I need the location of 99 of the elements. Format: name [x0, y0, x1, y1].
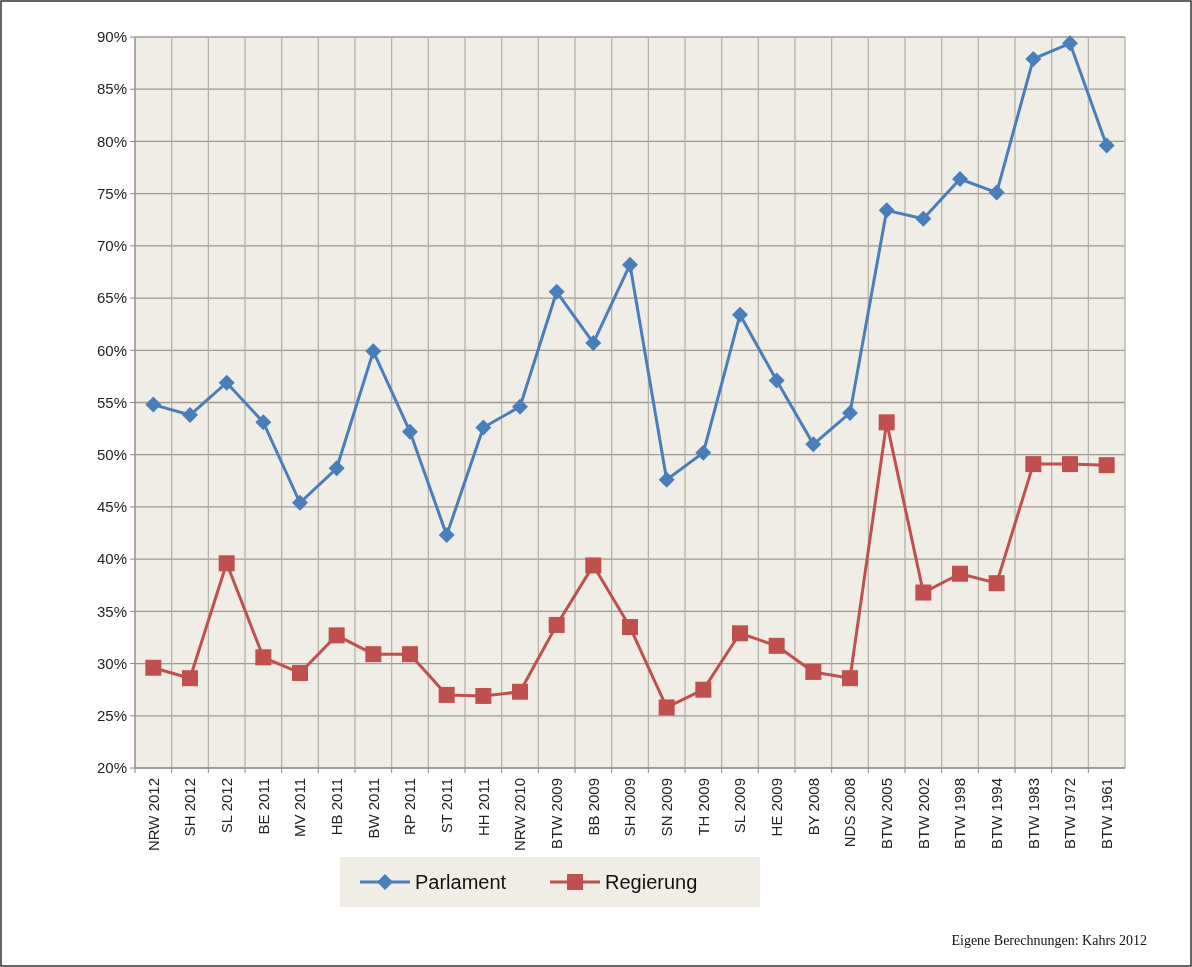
x-tick-label: BE 2011	[254, 778, 272, 835]
x-tick-label: BTW 1972	[1061, 778, 1079, 849]
point	[1025, 50, 1042, 67]
x-tick-label: BTW 1961	[1097, 778, 1115, 849]
point	[695, 444, 712, 461]
point	[1098, 457, 1115, 474]
point	[732, 625, 748, 642]
point	[292, 664, 308, 681]
x-tick-label: BTW 2002	[914, 778, 932, 849]
point	[1098, 137, 1115, 154]
point	[842, 670, 858, 687]
legend-label: Parlament	[415, 871, 507, 893]
point	[768, 637, 785, 654]
point	[878, 202, 895, 219]
point	[145, 396, 162, 413]
point	[805, 663, 822, 680]
point	[658, 471, 675, 488]
point	[695, 681, 712, 698]
point	[512, 683, 528, 700]
x-tick-label: ST 2011	[437, 778, 455, 834]
point	[1062, 35, 1078, 52]
x-tick-label: TH 2009	[694, 778, 712, 836]
x-tick-label: HE 2009	[767, 778, 785, 837]
point	[732, 306, 748, 323]
point	[658, 699, 675, 716]
point	[585, 334, 602, 351]
point	[402, 646, 418, 663]
y-tick-label: 65%	[96, 289, 127, 307]
point	[988, 575, 1005, 592]
x-tick-label: NRW 2010	[511, 778, 529, 852]
x-tick-label: HH 2011	[474, 778, 492, 837]
point	[218, 374, 235, 391]
y-tick-label: 75%	[96, 184, 127, 202]
x-tick-label: HB 2011	[327, 778, 345, 836]
x-tick-label: BTW 2009	[547, 778, 565, 849]
point	[622, 256, 638, 273]
x-tick-label: NRW 2012	[144, 778, 162, 852]
x-tick-label: SL 2012	[217, 778, 235, 834]
point	[438, 686, 455, 703]
y-tick-label: 70%	[96, 237, 127, 255]
y-tick-label: 20%	[96, 759, 127, 777]
x-tick-label: BY 2008	[804, 778, 822, 836]
y-tick-label: 90%	[96, 28, 127, 46]
point	[402, 423, 418, 440]
x-tick-label: SH 2012	[181, 778, 199, 837]
x-tick-label: MV 2011	[291, 778, 309, 837]
y-tick-label: 80%	[96, 132, 127, 150]
point	[952, 171, 968, 188]
point	[988, 184, 1005, 201]
point	[915, 210, 932, 227]
point	[328, 460, 345, 477]
legend-label: Regierung	[605, 871, 698, 893]
point	[365, 646, 382, 663]
point	[585, 557, 602, 574]
point	[915, 584, 932, 601]
text: Eigene Berechnungen: Kahrs 2012	[951, 933, 1147, 948]
point	[1025, 456, 1042, 473]
point	[218, 555, 235, 572]
point	[842, 404, 858, 421]
x-tick-label: NDS 2008	[841, 778, 859, 848]
y-tick-label: 35%	[96, 602, 127, 620]
point	[255, 649, 272, 666]
point	[475, 687, 492, 704]
point	[622, 619, 638, 636]
x-tick-label: SL 2009	[731, 778, 749, 834]
x-tick-label: RP 2011	[401, 778, 419, 835]
y-tick-label: 50%	[96, 445, 127, 463]
y-tick-label: 30%	[96, 654, 127, 672]
y-tick-label: 60%	[96, 341, 127, 359]
point	[512, 398, 528, 415]
x-tick-label: BB 2009	[584, 778, 602, 836]
x-tick-label: BW 2011	[364, 778, 382, 839]
y-tick-label: 45%	[96, 498, 127, 516]
point	[438, 527, 455, 544]
point	[475, 419, 492, 436]
x-tick-label: BTW 1994	[987, 778, 1005, 849]
x-tick-label: BTW 1983	[1024, 778, 1042, 849]
y-tick-label: 25%	[96, 707, 127, 725]
y-tick-label: 85%	[96, 80, 127, 98]
point	[548, 616, 565, 633]
point	[952, 565, 968, 582]
point	[292, 494, 308, 511]
x-tick-label: SN 2009	[657, 778, 675, 837]
y-tick-label: 40%	[96, 550, 127, 568]
point	[805, 436, 822, 453]
point	[768, 372, 785, 389]
point	[182, 670, 198, 687]
x-tick-label: BTW 2005	[877, 778, 895, 849]
point	[365, 343, 382, 360]
point	[548, 283, 565, 300]
point	[255, 414, 272, 431]
x-tick-label: BTW 1998	[951, 778, 969, 849]
y-tick-label: 55%	[96, 393, 127, 411]
point	[182, 407, 198, 424]
point	[145, 659, 162, 676]
point	[1062, 456, 1078, 473]
x-tick-label: SH 2009	[621, 778, 639, 837]
point	[878, 414, 895, 431]
point	[328, 627, 345, 644]
